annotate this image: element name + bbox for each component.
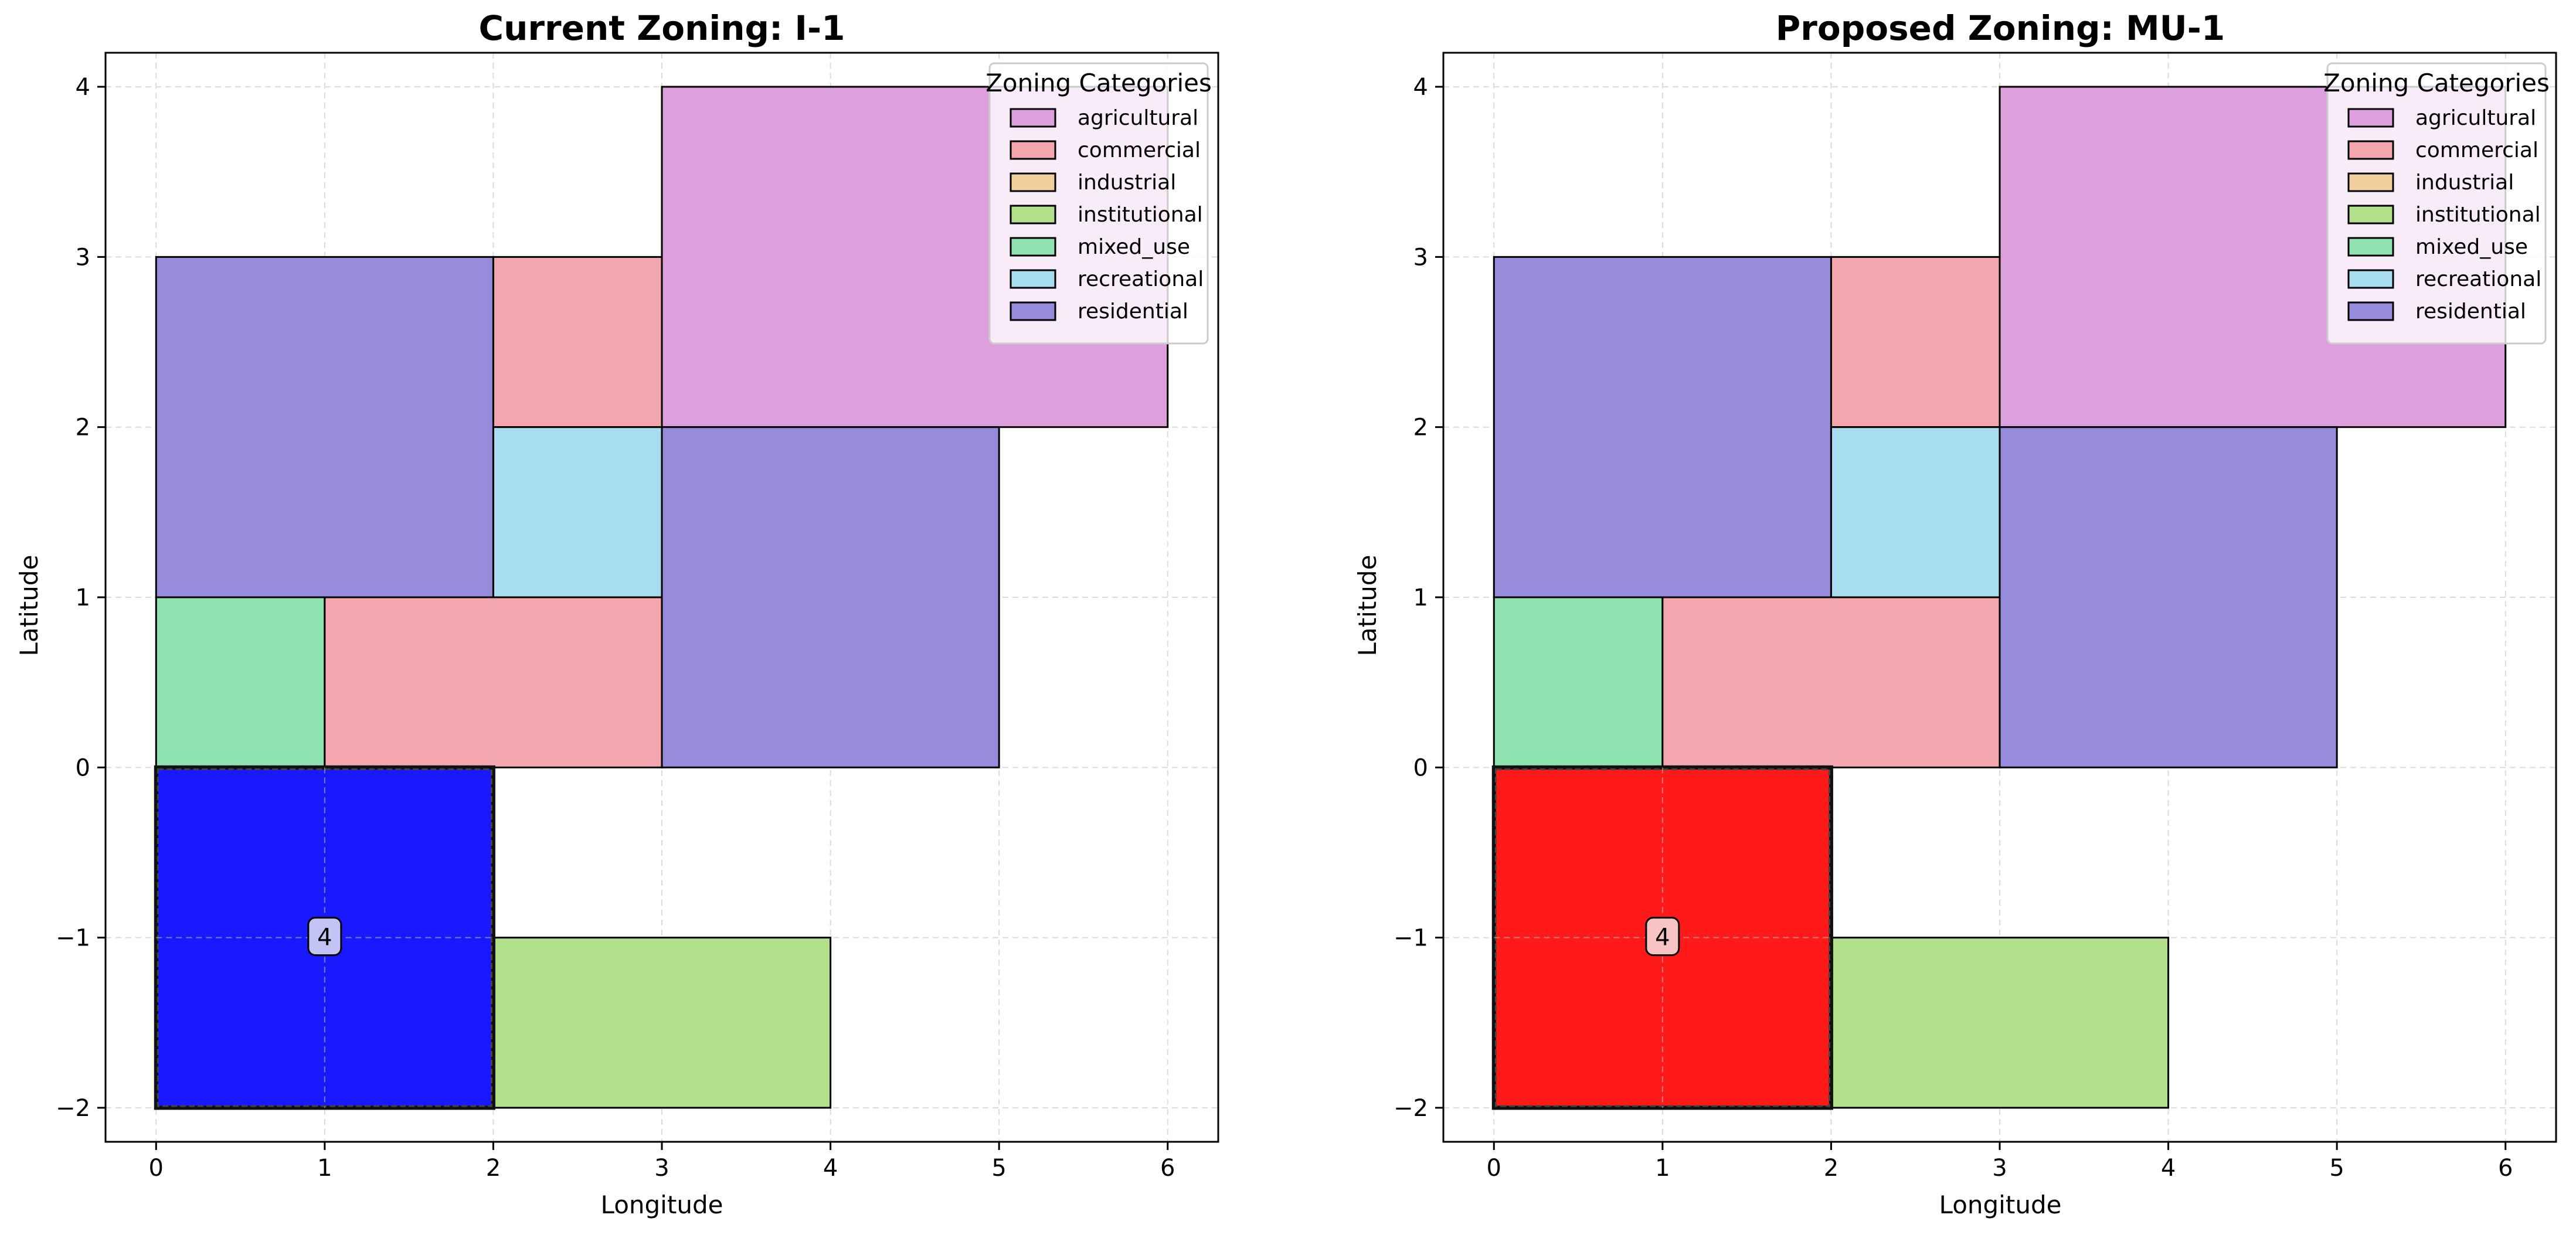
x-tick-label: 2 xyxy=(1824,1155,1838,1182)
parcel-residential xyxy=(661,426,1000,768)
parcel-commercial xyxy=(324,596,663,768)
x-tick-label: 3 xyxy=(654,1155,669,1182)
legend-swatch-agricultural xyxy=(2347,108,2394,128)
x-tick-label: 6 xyxy=(2498,1155,2513,1182)
x-tick-label: 4 xyxy=(823,1155,838,1182)
parcel-mixed_use xyxy=(155,596,326,768)
legend-label-agricultural: agricultural xyxy=(2415,106,2536,130)
plot-area: 4 xyxy=(1443,53,2556,1142)
legend-label-institutional: institutional xyxy=(1078,203,1203,227)
parcel-commercial xyxy=(1661,596,2001,768)
parcel-institutional xyxy=(492,937,832,1109)
legend-swatch-agricultural xyxy=(1010,108,1056,128)
y-tick-label: 3 xyxy=(76,244,90,271)
x-tick-label: 2 xyxy=(486,1155,501,1182)
x-tick-label: 1 xyxy=(317,1155,332,1182)
y-tick-label: −2 xyxy=(56,1095,90,1122)
legend-title: Zoning Categories xyxy=(985,69,1212,97)
x-tick-label: 0 xyxy=(149,1155,164,1182)
parcel-id-label: 4 xyxy=(1655,924,1670,951)
legend-label-commercial: commercial xyxy=(2415,138,2538,162)
legend-swatch-industrial xyxy=(1010,172,1056,192)
legend: Zoning Categories agricultural commercial i… xyxy=(985,62,1212,345)
legend-title: Zoning Categories xyxy=(2323,69,2550,97)
x-axis-label: Longitude xyxy=(601,1190,723,1219)
legend-label-mixed_use: mixed_use xyxy=(1078,235,1190,259)
legend-swatch-recreational xyxy=(1010,269,1056,289)
current-zoning-panel: Current Zoning: I-1 Longitude Latitude 4… xyxy=(15,8,1219,1219)
y-axis-label: Latitude xyxy=(1353,555,1382,656)
legend-label-industrial: industrial xyxy=(1078,171,1176,195)
x-tick-label: 1 xyxy=(1655,1155,1670,1182)
legend-swatch-commercial xyxy=(2347,140,2394,160)
y-tick-label: 4 xyxy=(76,74,90,101)
legend-label-mixed_use: mixed_use xyxy=(2415,235,2528,259)
parcel-commercial xyxy=(1830,256,2001,428)
y-tick-label: −2 xyxy=(1394,1095,1428,1122)
legend-label-institutional: institutional xyxy=(2415,203,2541,227)
y-tick-label: −1 xyxy=(1394,925,1428,952)
legend: Zoning Categories agricultural commercial i… xyxy=(2323,62,2550,345)
y-tick-label: 3 xyxy=(1413,244,1428,271)
legend-swatch-institutional xyxy=(1010,205,1056,224)
proposed-zoning-panel: Proposed Zoning: MU-1 Longitude Latitude… xyxy=(1353,8,2557,1219)
parcel-residential xyxy=(155,256,494,598)
x-tick-label: 5 xyxy=(991,1155,1006,1182)
parcel-commercial xyxy=(492,256,663,428)
parcel-residential xyxy=(1493,256,1832,598)
x-tick-label: 0 xyxy=(1487,1155,1501,1182)
parcel-residential xyxy=(1999,426,2338,768)
parcel-id-badge xyxy=(1645,917,1680,957)
legend-swatch-residential xyxy=(1010,301,1056,321)
legend-label-agricultural: agricultural xyxy=(1078,106,1198,130)
legend-swatch-recreational xyxy=(2347,269,2394,289)
y-tick-label: 0 xyxy=(1413,754,1428,781)
legend-swatch-industrial xyxy=(2347,172,2394,192)
y-tick-label: 0 xyxy=(76,754,90,781)
x-axis-label: Longitude xyxy=(1939,1190,2062,1219)
y-tick-label: 4 xyxy=(1413,74,1428,101)
legend-label-recreational: recreational xyxy=(2415,267,2541,291)
y-tick-label: 1 xyxy=(76,584,90,611)
y-tick-label: 2 xyxy=(1413,414,1428,441)
legend-swatch-mixed_use xyxy=(1010,237,1056,257)
x-tick-label: 3 xyxy=(1992,1155,2007,1182)
y-tick-label: 2 xyxy=(76,414,90,441)
y-axis-label: Latitude xyxy=(15,555,43,656)
legend-label-commercial: commercial xyxy=(1078,138,1201,162)
legend-swatch-institutional xyxy=(2347,205,2394,224)
x-tick-label: 6 xyxy=(1160,1155,1175,1182)
parcel-recreational xyxy=(492,426,663,598)
parcel-id-label: 4 xyxy=(317,924,332,951)
parcel-mixed_use xyxy=(1493,596,1664,768)
parcel-id-badge xyxy=(307,917,342,957)
legend-swatch-mixed_use xyxy=(2347,237,2394,257)
y-tick-label: −1 xyxy=(56,925,90,952)
legend-label-recreational: recreational xyxy=(1078,267,1204,291)
y-tick-label: 1 xyxy=(1413,584,1428,611)
legend-swatch-residential xyxy=(2347,301,2394,321)
x-tick-label: 5 xyxy=(2329,1155,2344,1182)
parcel-recreational xyxy=(1830,426,2001,598)
panel-title: Proposed Zoning: MU-1 xyxy=(1776,8,2225,48)
parcel-institutional xyxy=(1830,937,2170,1109)
legend-label-industrial: industrial xyxy=(2415,171,2514,195)
legend-label-residential: residential xyxy=(2415,300,2526,324)
legend-swatch-commercial xyxy=(1010,140,1056,160)
panel-title: Current Zoning: I-1 xyxy=(479,8,845,48)
x-tick-label: 4 xyxy=(2161,1155,2176,1182)
legend-label-residential: residential xyxy=(1078,300,1188,324)
